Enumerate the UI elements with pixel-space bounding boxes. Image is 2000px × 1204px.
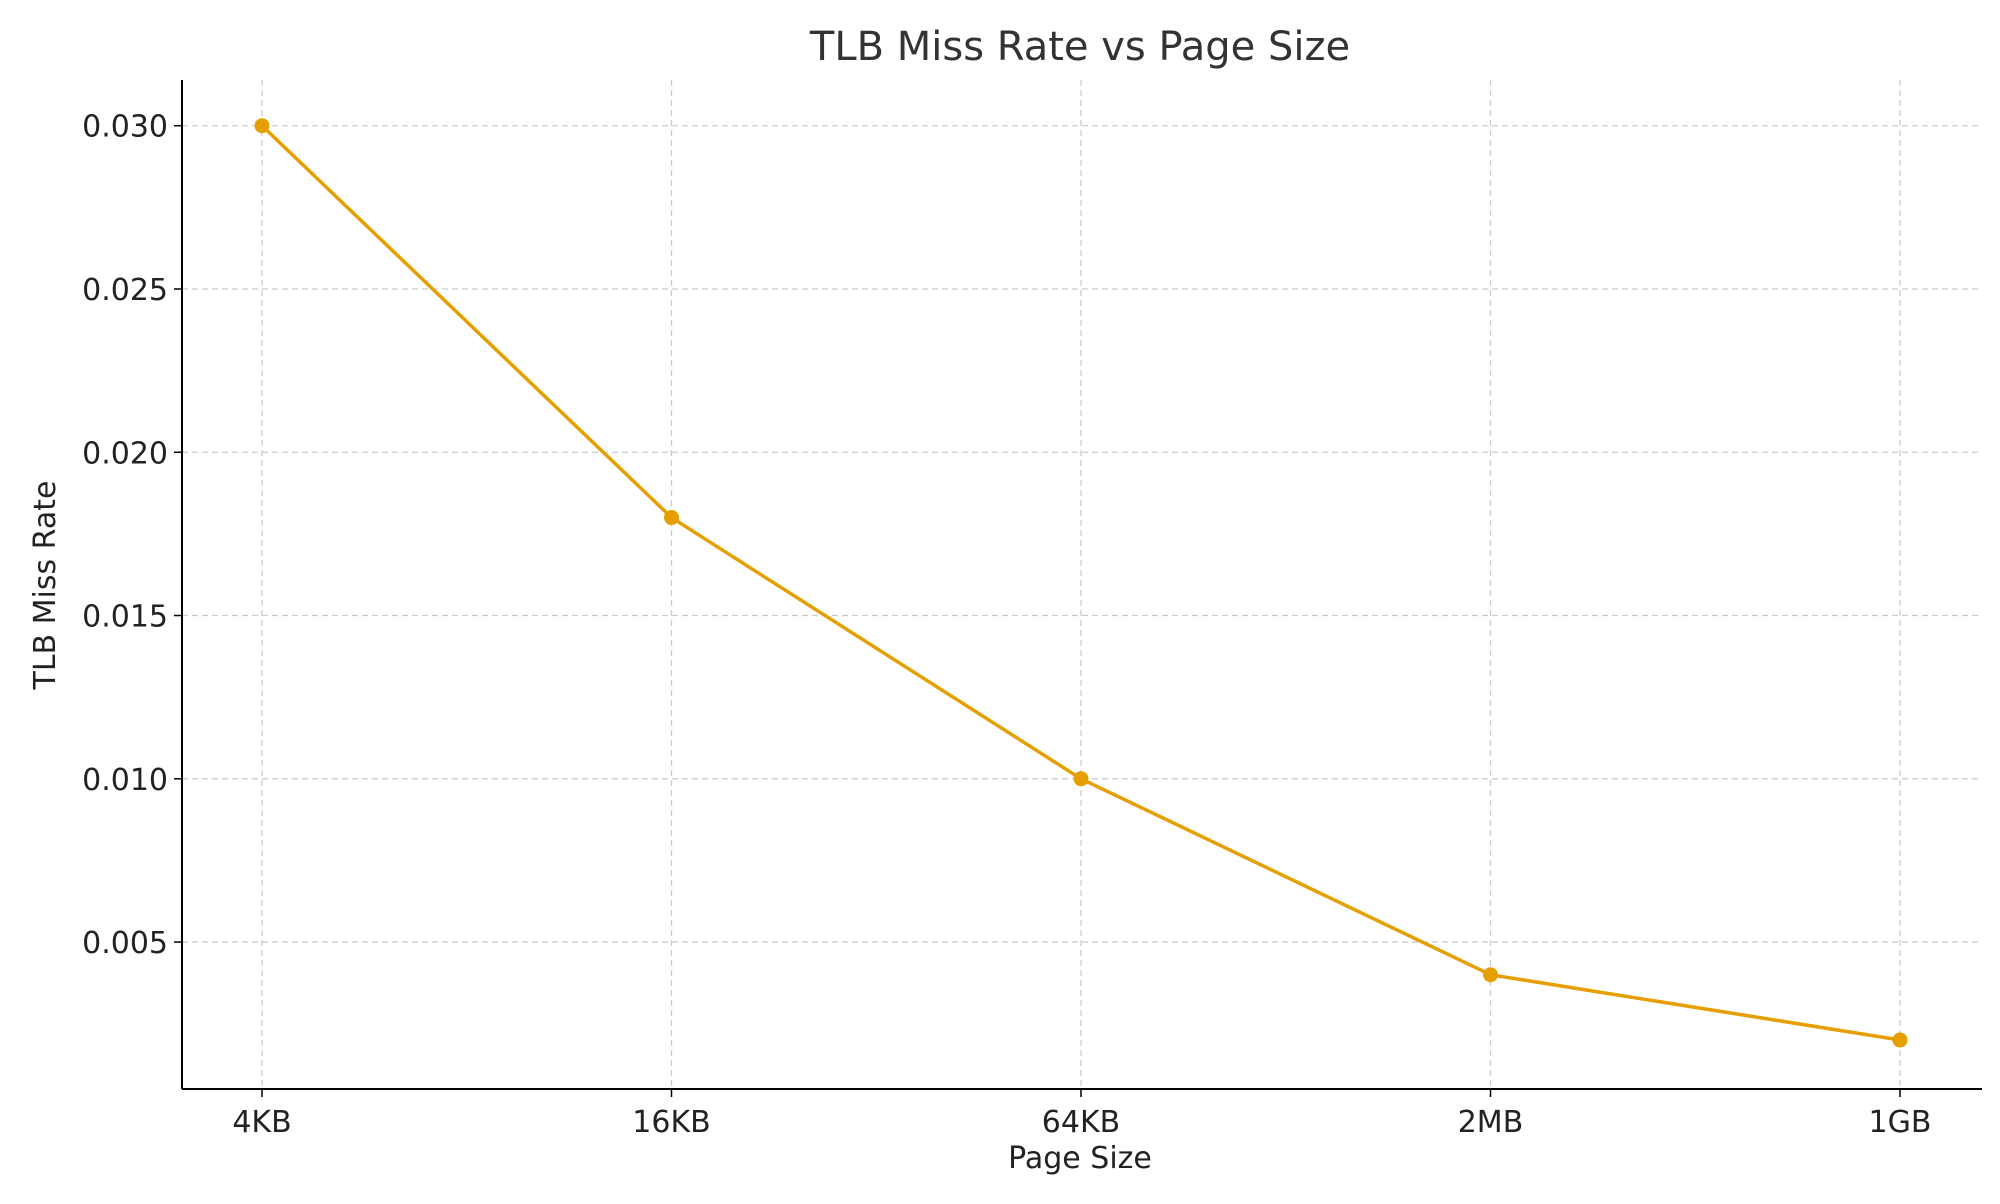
y-tick-label: 0.030 — [82, 110, 168, 145]
x-tick-label: 4KB — [232, 1105, 291, 1140]
axes — [174, 80, 1982, 1097]
chart-title: TLB Miss Rate vs Page Size — [809, 24, 1350, 70]
x-axis-label: Page Size — [1008, 1141, 1152, 1176]
y-tick-label: 0.025 — [82, 273, 168, 308]
data-point — [1892, 1032, 1908, 1048]
y-tick-label: 0.015 — [82, 600, 168, 635]
series — [254, 118, 1908, 1048]
grid-lines — [182, 80, 1982, 1089]
x-tick-label: 2MB — [1458, 1105, 1524, 1140]
x-tick-label: 64KB — [1042, 1105, 1120, 1140]
data-point — [1483, 967, 1498, 983]
x-tick-label: 1GB — [1869, 1105, 1932, 1140]
x-tick-label: 16KB — [632, 1105, 710, 1140]
y-tick-label: 0.020 — [82, 436, 168, 471]
tick-labels: 4KB 16KB 64KB 2MB 1GB 0.005 0.010 0.015 0.020 0.0… — [82, 110, 1931, 1140]
y-axis-label: TLB Miss Rate — [28, 481, 63, 691]
data-point — [1073, 771, 1089, 787]
y-tick-label: 0.010 — [82, 763, 168, 798]
data-point — [254, 118, 270, 134]
y-tick-label: 0.005 — [82, 926, 168, 961]
data-point — [664, 510, 679, 526]
